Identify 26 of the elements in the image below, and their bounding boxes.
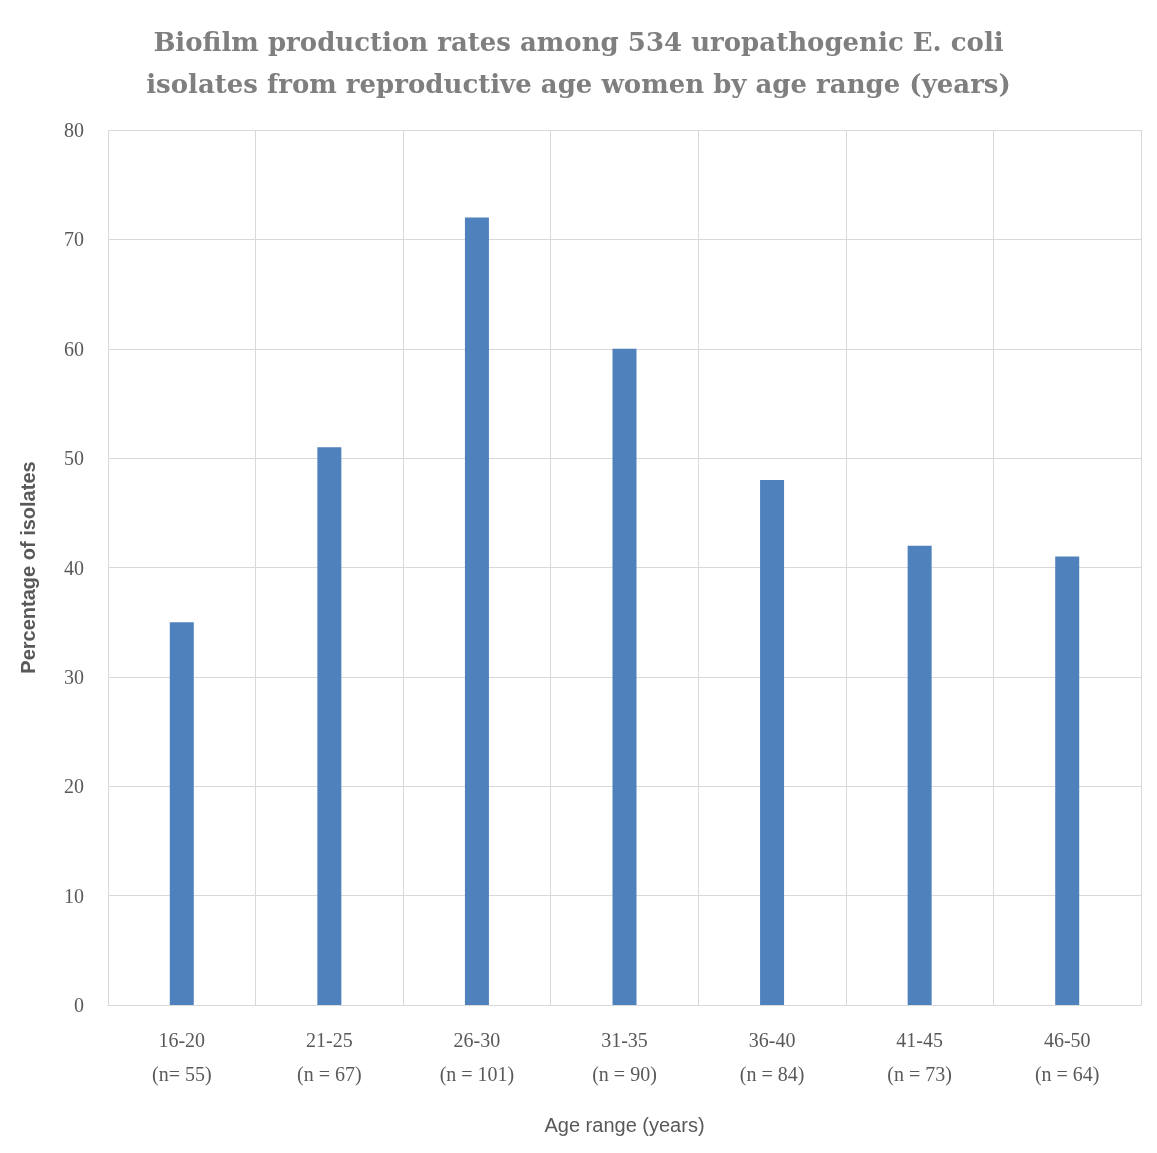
x-tick-label: 16-20 (n= 55) <box>151 1029 212 1086</box>
x-tick-label: 36-40 (n = 84) <box>739 1029 805 1086</box>
y-tick-label: 30 <box>64 665 84 688</box>
bar <box>169 622 194 1005</box>
y-tick-label: 20 <box>64 775 84 798</box>
x-tick-label: 31-35 (n = 90) <box>592 1029 657 1086</box>
y-axis-title: Percentage of isolates <box>17 461 39 674</box>
x-axis-title: Age range (years) <box>544 1114 705 1136</box>
bar <box>760 480 785 1005</box>
bar <box>317 447 342 1005</box>
x-tick-label: 41-45 (n = 73) <box>887 1029 952 1086</box>
bar <box>612 348 637 1005</box>
x-tick-label: 46-50 (n = 64) <box>1034 1029 1100 1086</box>
y-tick-label: 40 <box>64 556 84 579</box>
x-tick-label: 21-25 (n = 67) <box>297 1029 362 1086</box>
bar <box>464 217 489 1005</box>
y-tick-label: 60 <box>64 337 84 360</box>
x-tick-label: 26-30 (n = 101) <box>439 1029 515 1086</box>
y-tick-label: 50 <box>64 447 84 470</box>
bar <box>907 545 932 1005</box>
chart-title: Biofilm production rates among 534 uropathogenic E. coli isolates from reproductive age women by age range (years) <box>146 27 1011 99</box>
bar <box>1055 556 1080 1005</box>
y-tick-label: 70 <box>64 228 84 251</box>
y-tick-label: 10 <box>64 884 84 907</box>
y-tick-label: 0 <box>74 994 84 1016</box>
y-tick-label: 80 <box>64 119 84 141</box>
